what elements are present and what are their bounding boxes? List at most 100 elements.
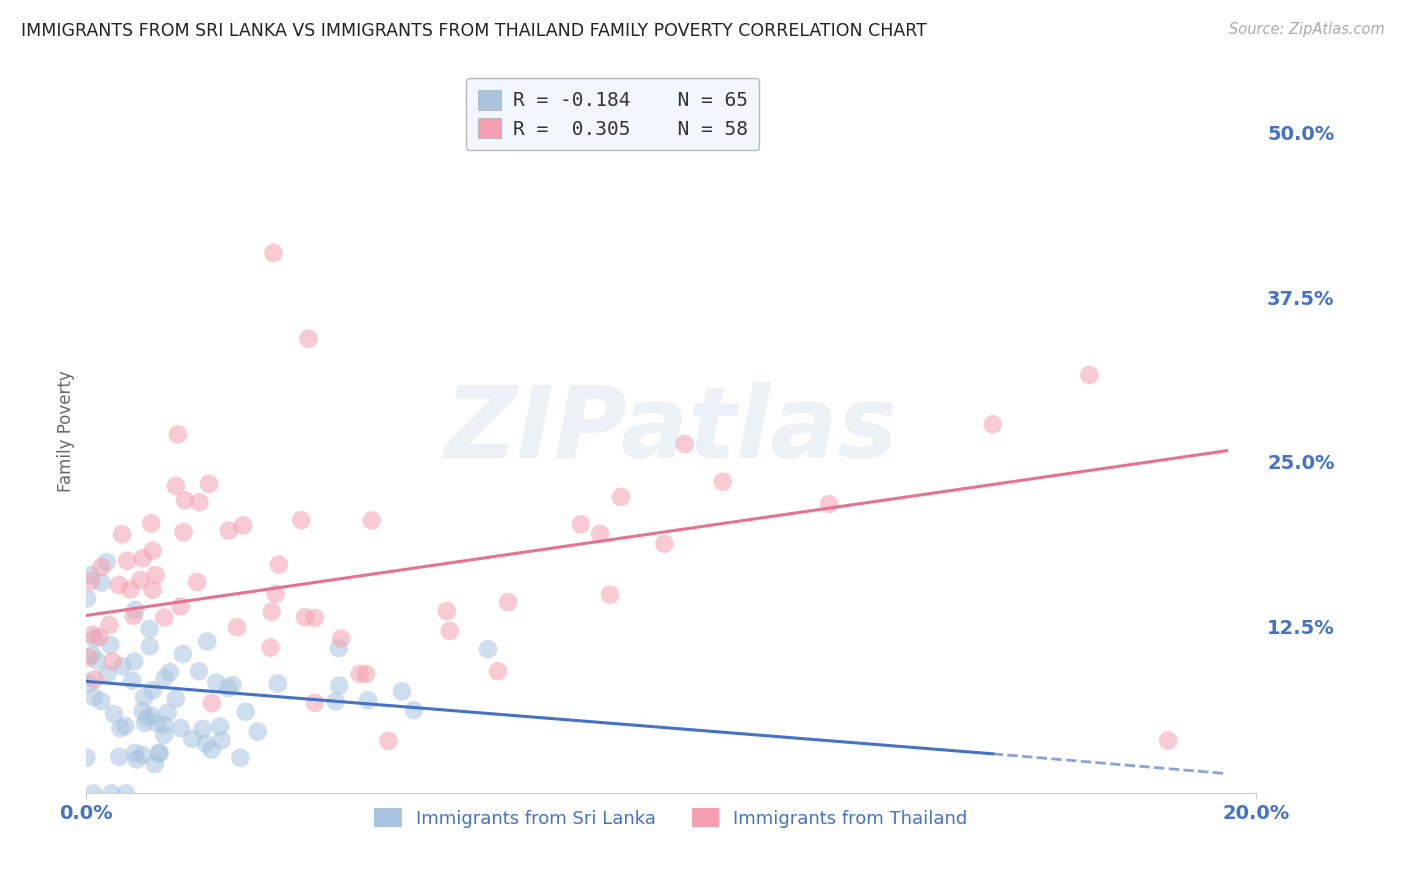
Point — [377, 734, 399, 748]
Point — [198, 476, 221, 491]
Point — [100, 786, 122, 800]
Point — [134, 716, 156, 731]
Point — [569, 517, 592, 532]
Point — [610, 490, 633, 504]
Point — [139, 640, 162, 654]
Point — [439, 624, 461, 638]
Point — [294, 610, 316, 624]
Point — [226, 620, 249, 634]
Point — [391, 684, 413, 698]
Point — [82, 786, 104, 800]
Point — [142, 543, 165, 558]
Point — [205, 675, 228, 690]
Point — [260, 605, 283, 619]
Point — [90, 694, 112, 708]
Point — [267, 676, 290, 690]
Point — [111, 659, 134, 673]
Point — [110, 721, 132, 735]
Point — [132, 551, 155, 566]
Point — [195, 737, 218, 751]
Point — [79, 568, 101, 582]
Point — [267, 558, 290, 572]
Point — [170, 599, 193, 614]
Point — [349, 666, 371, 681]
Text: Source: ZipAtlas.com: Source: ZipAtlas.com — [1229, 22, 1385, 37]
Point — [1157, 733, 1180, 747]
Point — [75, 750, 97, 764]
Point — [201, 696, 224, 710]
Point — [188, 495, 211, 509]
Point — [186, 574, 208, 589]
Point — [229, 750, 252, 764]
Point — [167, 427, 190, 442]
Point — [259, 640, 281, 655]
Point — [201, 742, 224, 756]
Point — [141, 516, 163, 531]
Text: 12.5%: 12.5% — [1267, 619, 1334, 638]
Point — [188, 665, 211, 679]
Point — [83, 690, 105, 705]
Point — [83, 632, 105, 646]
Point — [90, 575, 112, 590]
Text: ZIPatlas: ZIPatlas — [444, 383, 897, 479]
Point — [108, 750, 131, 764]
Point — [141, 582, 163, 597]
Point — [477, 642, 499, 657]
Point — [589, 527, 612, 541]
Point — [436, 604, 458, 618]
Point — [246, 724, 269, 739]
Point — [170, 721, 193, 735]
Point — [115, 786, 138, 800]
Point — [77, 650, 100, 665]
Point — [354, 667, 377, 681]
Point — [96, 555, 118, 569]
Point — [153, 728, 176, 742]
Point — [100, 638, 122, 652]
Point — [148, 745, 170, 759]
Point — [82, 628, 104, 642]
Point — [328, 679, 350, 693]
Point — [181, 731, 204, 746]
Point — [159, 665, 181, 679]
Point — [83, 673, 105, 687]
Point — [156, 706, 179, 720]
Point — [360, 513, 382, 527]
Point — [290, 513, 312, 527]
Point — [153, 671, 176, 685]
Point — [122, 608, 145, 623]
Point — [357, 693, 380, 707]
Point — [173, 525, 195, 540]
Point — [124, 603, 146, 617]
Point — [232, 518, 254, 533]
Point — [818, 497, 841, 511]
Point — [120, 582, 142, 597]
Point — [297, 332, 319, 346]
Text: IMMIGRANTS FROM SRI LANKA VS IMMIGRANTS FROM THAILAND FAMILY POVERTY CORRELATION: IMMIGRANTS FROM SRI LANKA VS IMMIGRANTS … — [21, 22, 927, 40]
Point — [148, 747, 170, 761]
Point — [139, 708, 162, 723]
Point — [121, 673, 143, 688]
Point — [208, 719, 231, 733]
Point — [191, 722, 214, 736]
Point — [117, 554, 139, 568]
Point — [328, 641, 350, 656]
Point — [101, 654, 124, 668]
Point — [599, 588, 621, 602]
Point — [330, 632, 353, 646]
Point — [304, 696, 326, 710]
Point — [174, 493, 197, 508]
Point — [165, 479, 187, 493]
Point — [86, 653, 108, 667]
Point — [146, 716, 169, 731]
Text: 25.0%: 25.0% — [1267, 454, 1334, 474]
Point — [114, 719, 136, 733]
Point — [90, 560, 112, 574]
Point — [89, 630, 111, 644]
Point — [304, 611, 326, 625]
Text: 37.5%: 37.5% — [1267, 290, 1334, 309]
Point — [80, 648, 103, 662]
Point — [145, 568, 167, 582]
Point — [132, 690, 155, 705]
Point — [218, 681, 240, 695]
Point — [654, 537, 676, 551]
